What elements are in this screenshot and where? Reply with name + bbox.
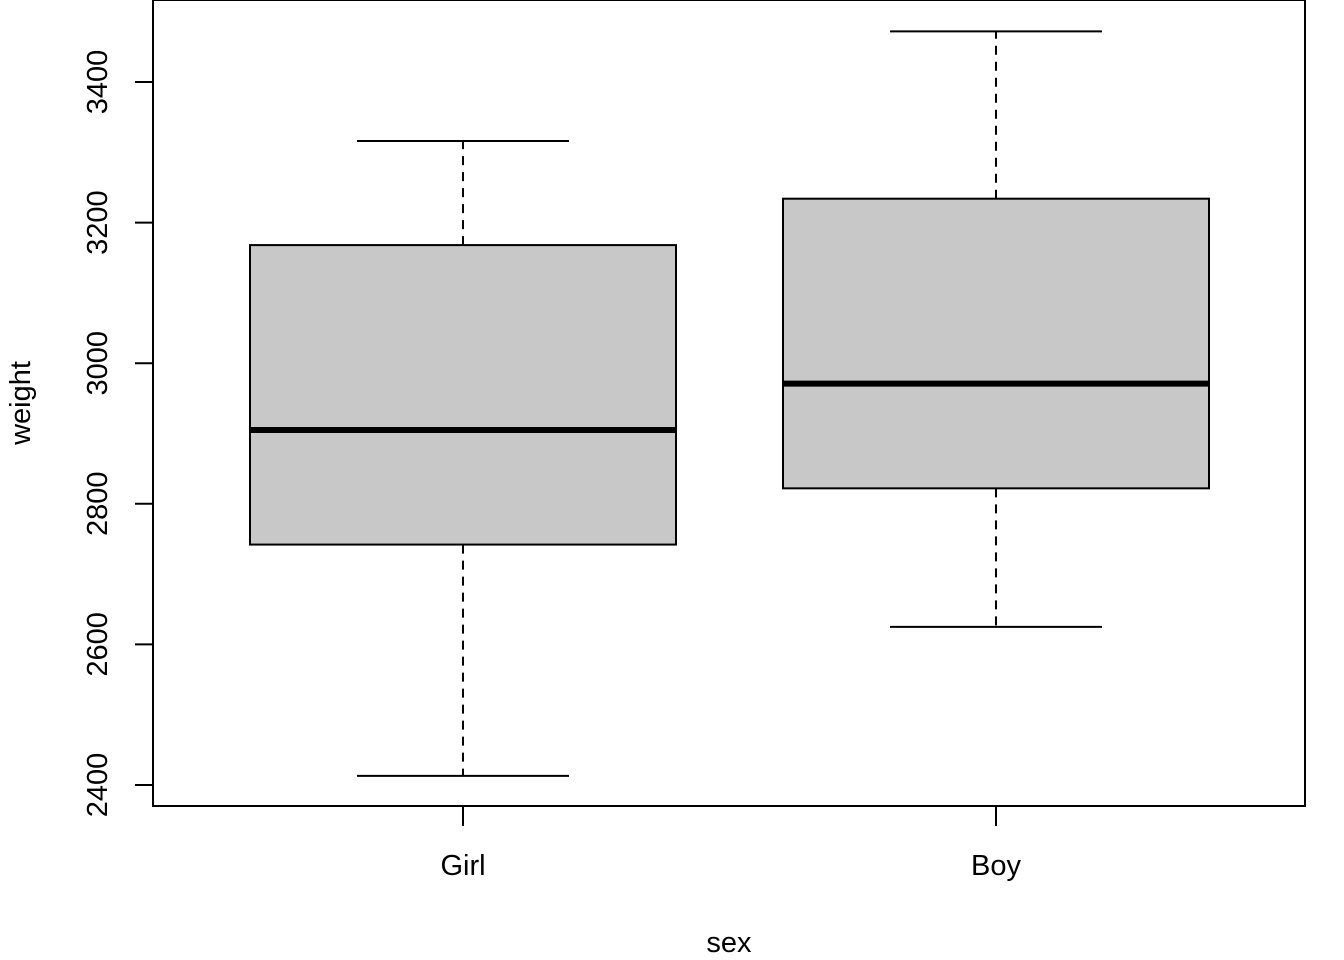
x-tick-label-boy: Boy — [971, 850, 1021, 882]
y-tick-label-3000: 3000 — [82, 331, 114, 396]
x-axis: Girl Boy — [440, 806, 1021, 882]
y-tick-label-2400: 2400 — [82, 753, 114, 818]
y-axis-title: weight — [5, 361, 37, 446]
box-girl — [249, 140, 677, 777]
x-tick-label-girl: Girl — [440, 850, 485, 882]
boxes — [249, 30, 1210, 777]
y-tick-label-3400: 3400 — [82, 50, 114, 115]
iqr-box-boy — [782, 197, 1210, 490]
x-axis-title: sex — [706, 927, 752, 959]
iqr-box-girl — [249, 244, 677, 546]
box-boy — [782, 30, 1210, 628]
y-tick-label-3200: 3200 — [82, 190, 114, 255]
y-axis: 2400 2600 2800 3000 3200 3400 — [82, 50, 154, 818]
y-tick-label-2600: 2600 — [82, 612, 114, 677]
y-tick-label-2800: 2800 — [82, 472, 114, 537]
